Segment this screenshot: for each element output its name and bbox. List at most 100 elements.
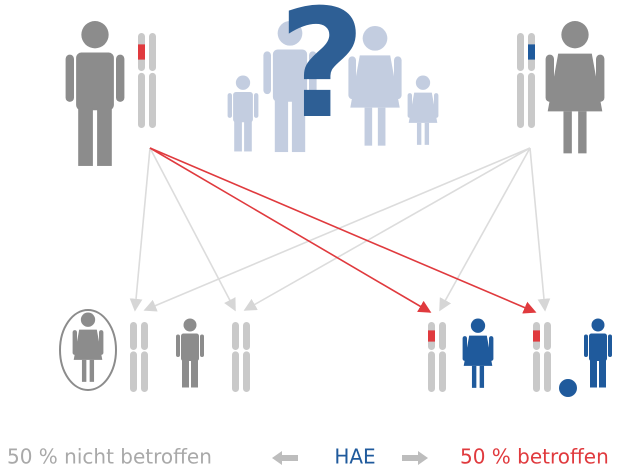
arm [228, 93, 232, 118]
leg [97, 108, 112, 166]
inheritance-arrows [135, 148, 545, 312]
arm [546, 55, 554, 102]
leg [472, 366, 476, 388]
chromosome [517, 33, 524, 128]
body [548, 54, 603, 112]
family-son [228, 76, 259, 152]
mother [546, 21, 605, 153]
arm [263, 51, 271, 94]
arm [66, 55, 74, 102]
body [76, 53, 114, 111]
chromosome [533, 322, 540, 392]
arm [434, 93, 438, 118]
arm [200, 335, 204, 358]
arrow-right [402, 451, 428, 465]
arrow [150, 148, 535, 312]
child-girl [73, 313, 104, 382]
leg [599, 360, 606, 388]
leg [191, 360, 198, 388]
ball [559, 379, 577, 397]
arm-lower [528, 73, 535, 128]
body [181, 334, 199, 362]
arm-lower [130, 351, 137, 392]
chromosome [149, 33, 156, 128]
arm [116, 55, 124, 102]
arm [99, 330, 103, 355]
question-mark: ? [278, 0, 365, 152]
leg [82, 360, 86, 382]
head [471, 319, 485, 333]
arm-lower [517, 73, 524, 128]
legend: 50 % nicht betroffen HAE 50 % betroffen [7, 445, 609, 469]
arm-lower [439, 351, 446, 392]
unaffected-label: 50 % nicht betroffen [7, 445, 212, 469]
leg [417, 123, 421, 145]
head [561, 21, 588, 48]
leg [90, 360, 94, 382]
head [81, 313, 95, 327]
arm [73, 330, 77, 355]
leg [182, 360, 189, 388]
family-daughter [408, 76, 439, 145]
arrow [150, 148, 430, 312]
arm-lower [533, 351, 540, 392]
arm-lower [243, 351, 250, 392]
arm [254, 93, 258, 118]
arm [463, 336, 467, 361]
page: ? 50 % nicht betroffen HAE 50 % betroffe… [0, 0, 637, 475]
leg [480, 366, 484, 388]
child-boy [176, 319, 204, 388]
leg [244, 121, 252, 151]
body [74, 330, 103, 360]
arm [408, 93, 412, 118]
chromosome [130, 322, 137, 392]
arm-upper [544, 322, 551, 350]
arm-lower [428, 351, 435, 392]
head [184, 319, 197, 332]
band [138, 44, 145, 59]
chromosome [141, 322, 148, 392]
leg [590, 360, 597, 388]
arm [394, 56, 402, 99]
leg [425, 123, 429, 145]
arrow [135, 148, 150, 310]
body [589, 334, 607, 362]
head [416, 76, 430, 90]
affected-label: 50 % betroffen [460, 445, 609, 469]
body [464, 336, 493, 366]
arm-upper [149, 33, 156, 71]
band [528, 44, 535, 59]
head [592, 319, 605, 332]
head [81, 21, 108, 48]
arm-lower [138, 73, 145, 128]
arm-upper [517, 33, 524, 71]
arm [608, 335, 612, 358]
chromosome [528, 33, 535, 128]
hae-inheritance-diagram: ? 50 % nicht betroffen HAE 50 % betroffe… [0, 0, 637, 475]
body [409, 93, 438, 123]
leg [234, 121, 242, 151]
arrow [440, 148, 530, 310]
arm-upper [439, 322, 446, 350]
arm [176, 335, 180, 358]
arm-lower [232, 351, 239, 392]
band [428, 330, 435, 341]
leg [78, 108, 93, 166]
chromosome [138, 33, 145, 128]
arm [584, 335, 588, 358]
band [533, 330, 540, 341]
head [236, 76, 250, 90]
arrow [530, 148, 545, 310]
affected-boy [584, 319, 612, 388]
leg [563, 111, 571, 153]
chromosome [439, 322, 446, 392]
chromosome [544, 322, 551, 392]
affected-girl [463, 319, 494, 388]
father [66, 21, 125, 166]
arm-upper [130, 322, 137, 350]
leg [578, 111, 586, 153]
arm-lower [149, 73, 156, 128]
body [233, 92, 253, 122]
arm-upper [232, 322, 239, 350]
arm [489, 336, 493, 361]
